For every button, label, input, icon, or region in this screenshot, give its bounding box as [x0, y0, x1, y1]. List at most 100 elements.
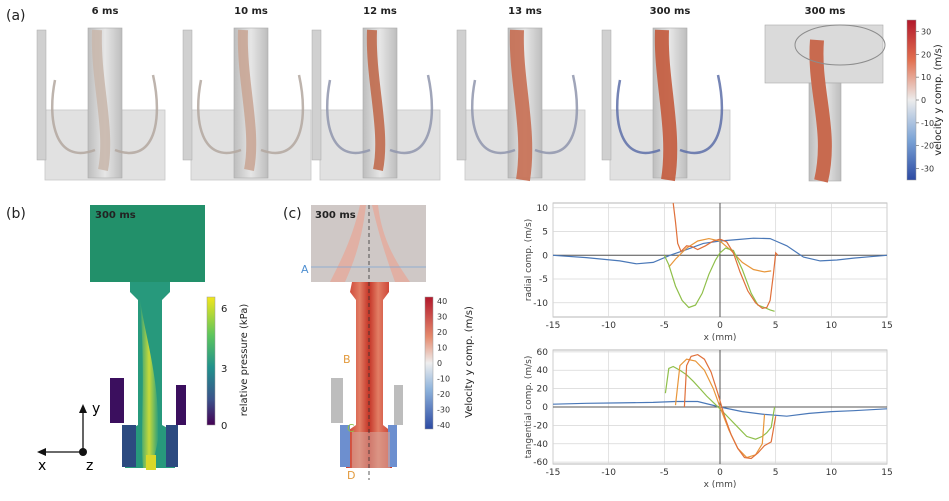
- jet-streamlines: [509, 29, 533, 182]
- recirculation-right: [534, 74, 579, 155]
- x-tick-label: -5: [660, 468, 669, 478]
- x-tick-label: 10: [826, 321, 838, 331]
- velocity-colorbar-tick: 10: [437, 344, 447, 353]
- jet-streamlines: [91, 29, 111, 171]
- velocity-field: [311, 205, 426, 480]
- velocity-colorbar-tick: -30: [437, 406, 450, 415]
- time-label-2: 12 ms: [363, 6, 397, 17]
- rendering-tile: [764, 24, 886, 183]
- x-axis-title: x (mm): [704, 333, 737, 343]
- recirculation-left: [51, 79, 96, 155]
- velocity-colorbar-c-ticks: 40 30 20 10 0 -10 -20 -30 -40: [437, 297, 450, 430]
- y-tick-label: 5: [542, 228, 548, 238]
- recirculation-right: [114, 74, 159, 155]
- velocity-colorbar-ticks: 30 20 10 0 -10 -20 -30: [916, 27, 934, 174]
- x-axis-title: x (mm): [704, 480, 737, 490]
- pressure-tick-6: 6: [221, 304, 227, 315]
- jet-streamlines: [366, 29, 386, 171]
- jet-streamlines: [809, 39, 832, 183]
- rendering-tile: [311, 27, 441, 181]
- streamline-renderings: [36, 24, 886, 183]
- pressure-colorbar-title: relative pressure (kPa): [239, 304, 250, 417]
- jet-streamlines: [237, 29, 257, 171]
- x-tick-label: 0: [717, 321, 723, 331]
- radial-plot: -15 -10 -5 0 5 10 15 10 5 0 -5 -10 x (mm) radial comp…: [524, 202, 893, 343]
- time-label-4: 300 ms: [650, 6, 691, 17]
- colorbar-tick-label: -30: [921, 165, 934, 174]
- side-pipe: [36, 29, 47, 161]
- x-tick-label: -15: [546, 321, 561, 331]
- axis-triad: [37, 404, 87, 456]
- recirculation-right: [679, 74, 724, 155]
- time-labels: 6 ms 10 ms 12 ms 13 ms 300 ms 300 ms: [92, 6, 846, 17]
- pressure-time-label: 300 ms: [95, 210, 136, 221]
- recirculation-left: [616, 79, 661, 155]
- time-label-0: 6 ms: [92, 6, 119, 17]
- time-label-1: 10 ms: [234, 6, 268, 17]
- y-tick-label: -20: [533, 421, 548, 431]
- y-tick-label: -40: [533, 440, 548, 450]
- series-line: [672, 202, 779, 310]
- series-line: [552, 400, 888, 417]
- velocity-time-label: 300 ms: [315, 210, 356, 221]
- velocity-colorbar-title: velocity y comp. (m/s): [933, 44, 944, 156]
- recirculation-right: [389, 74, 434, 155]
- colorbar-tick-label: 20: [921, 50, 931, 59]
- x-tick-label: 0: [717, 468, 723, 478]
- colorbar-tick-label: 30: [921, 27, 931, 36]
- recirculation-right: [260, 74, 305, 155]
- jet-streamlines: [654, 29, 678, 182]
- marker-c: C: [347, 422, 355, 435]
- x-tick-label: 15: [881, 321, 892, 331]
- panel-label-c: (c): [283, 206, 302, 222]
- x-tick-label: 5: [773, 468, 779, 478]
- pressure-field: [90, 205, 205, 470]
- velocity-colorbar-tick: 0: [437, 359, 442, 368]
- x-tick-label: 5: [773, 321, 779, 331]
- y-axis-title: tangential comp. (m/s): [524, 356, 534, 459]
- tangential-plot: -15 -10 -5 0 5 10 15 60 40 20 0 -20 -40 -60 x (mm) tang…: [524, 348, 893, 490]
- pressure-tick-3: 3: [221, 364, 227, 375]
- velocity-colorbar-tick: 40: [437, 297, 447, 306]
- series-line: [683, 353, 777, 460]
- rendering-tile: [182, 27, 312, 181]
- rendering-tile: [601, 27, 731, 182]
- x-tick-label: -10: [601, 321, 616, 331]
- y-tick-label: 0: [542, 251, 548, 261]
- axis-label-x: x: [38, 458, 46, 474]
- marker-d: D: [347, 469, 355, 482]
- series-line: [552, 237, 888, 265]
- velocity-colorbar-tick: -10: [437, 375, 450, 384]
- colorbar-tick-label: -10: [921, 119, 934, 128]
- pressure-colorbar: [206, 296, 216, 426]
- pressure-tick-0: 0: [221, 421, 227, 432]
- side-pipe: [456, 29, 467, 161]
- x-tick-label: -15: [546, 468, 561, 478]
- y-tick-label: 10: [537, 204, 549, 214]
- velocity-colorbar-c-title: Velocity y comp. (m/s): [464, 306, 475, 418]
- x-tick-label: 15: [881, 468, 892, 478]
- panel-label-b: (b): [6, 206, 26, 222]
- y-tick-label: 0: [542, 403, 548, 413]
- colorbar-tick-label: 0: [921, 96, 926, 105]
- side-pipe: [311, 29, 322, 161]
- time-label-5: 300 ms: [805, 6, 846, 17]
- side-pipe: [601, 29, 612, 161]
- marker-b: B: [343, 353, 351, 366]
- velocity-colorbar-c: [424, 296, 434, 430]
- velocity-colorbar-tick: 30: [437, 313, 447, 322]
- axis-label-y: y: [92, 401, 100, 417]
- velocity-colorbar-tick: -40: [437, 421, 450, 430]
- recirculation-left: [197, 79, 242, 155]
- side-pipe: [182, 29, 193, 161]
- velocity-colorbar-tick: 20: [437, 328, 447, 337]
- x-tick-label: -10: [601, 468, 616, 478]
- velocity-colorbar-tick: -20: [437, 390, 450, 399]
- y-tick-label: -60: [533, 458, 548, 468]
- rendering-tile: [456, 27, 586, 182]
- y-tick-label: 40: [537, 366, 549, 376]
- y-tick-label: 60: [537, 348, 549, 358]
- recirculation-left: [326, 79, 371, 155]
- time-label-3: 13 ms: [508, 6, 542, 17]
